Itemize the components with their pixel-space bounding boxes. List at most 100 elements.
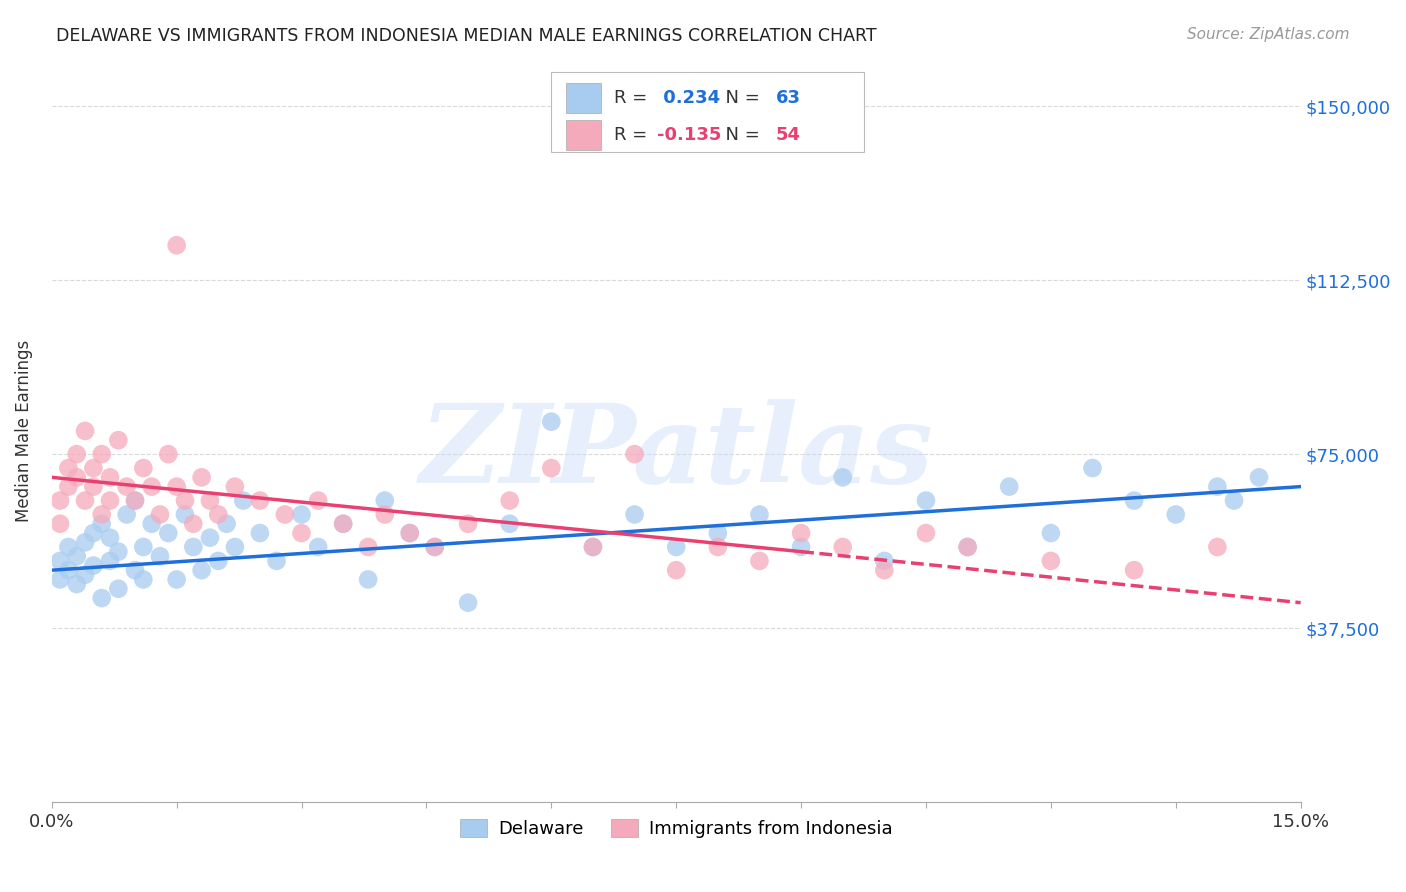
Point: [190, 470, 212, 484]
Point: [332, 516, 354, 531]
Point: [82, 558, 104, 573]
Point: [141, 516, 163, 531]
Point: [124, 493, 146, 508]
Point: [266, 554, 288, 568]
Point: [98, 531, 121, 545]
FancyBboxPatch shape: [567, 83, 602, 113]
Point: [249, 526, 271, 541]
Point: [540, 461, 562, 475]
Point: [215, 516, 238, 531]
Point: [1123, 563, 1146, 577]
Point: [499, 516, 522, 531]
Point: [66, 447, 89, 461]
Point: [49, 516, 72, 531]
Point: [73, 424, 96, 438]
Point: [1247, 470, 1270, 484]
Point: [290, 508, 312, 522]
Point: [98, 493, 121, 508]
Text: 54: 54: [776, 126, 801, 144]
Point: [207, 508, 229, 522]
Point: [132, 540, 155, 554]
Point: [956, 540, 979, 554]
Point: [58, 461, 80, 475]
Text: R =: R =: [614, 89, 652, 107]
Point: [665, 563, 688, 577]
Point: [956, 540, 979, 554]
Point: [224, 480, 246, 494]
Point: [290, 526, 312, 541]
Point: [132, 461, 155, 475]
Point: [357, 573, 380, 587]
Point: [1039, 554, 1062, 568]
Text: 0.234: 0.234: [658, 89, 721, 107]
Point: [82, 526, 104, 541]
Point: [181, 516, 204, 531]
Text: N =: N =: [714, 89, 765, 107]
Text: Source: ZipAtlas.com: Source: ZipAtlas.com: [1187, 27, 1350, 42]
Point: [73, 567, 96, 582]
Point: [58, 480, 80, 494]
Text: R =: R =: [614, 126, 652, 144]
Point: [49, 554, 72, 568]
Point: [181, 540, 204, 554]
Point: [157, 526, 180, 541]
Point: [998, 480, 1021, 494]
Point: [790, 540, 813, 554]
Point: [66, 549, 89, 564]
Point: [124, 493, 146, 508]
Point: [499, 493, 522, 508]
Point: [232, 493, 254, 508]
Point: [49, 493, 72, 508]
Point: [107, 544, 129, 558]
Point: [332, 516, 354, 531]
Point: [66, 470, 89, 484]
Point: [1123, 493, 1146, 508]
Point: [141, 480, 163, 494]
Point: [90, 516, 112, 531]
Point: [49, 573, 72, 587]
Point: [58, 540, 80, 554]
Point: [166, 238, 188, 252]
Point: [124, 563, 146, 577]
Point: [1206, 540, 1229, 554]
Point: [190, 563, 212, 577]
Point: [90, 591, 112, 605]
Point: [166, 480, 188, 494]
Point: [115, 508, 138, 522]
Point: [831, 470, 853, 484]
Point: [915, 493, 938, 508]
Point: [748, 554, 770, 568]
Point: [66, 577, 89, 591]
Point: [790, 526, 813, 541]
Point: [174, 493, 197, 508]
Point: [707, 526, 730, 541]
FancyBboxPatch shape: [567, 120, 602, 150]
Point: [73, 535, 96, 549]
Point: [873, 563, 896, 577]
Point: [207, 554, 229, 568]
Point: [174, 508, 197, 522]
Point: [457, 596, 479, 610]
Point: [1206, 480, 1229, 494]
Point: [90, 447, 112, 461]
Point: [107, 434, 129, 448]
Point: [224, 540, 246, 554]
Point: [149, 549, 172, 564]
Point: [166, 573, 188, 587]
Point: [198, 531, 221, 545]
Point: [1081, 461, 1104, 475]
Point: [73, 493, 96, 508]
Point: [307, 540, 329, 554]
Point: [157, 447, 180, 461]
Point: [357, 540, 380, 554]
Point: [107, 582, 129, 596]
Point: [132, 573, 155, 587]
Point: [58, 563, 80, 577]
Point: [457, 516, 479, 531]
Point: [115, 480, 138, 494]
Text: N =: N =: [714, 126, 765, 144]
Point: [707, 540, 730, 554]
Point: [540, 415, 562, 429]
Text: DELAWARE VS IMMIGRANTS FROM INDONESIA MEDIAN MALE EARNINGS CORRELATION CHART: DELAWARE VS IMMIGRANTS FROM INDONESIA ME…: [56, 27, 877, 45]
Point: [82, 480, 104, 494]
